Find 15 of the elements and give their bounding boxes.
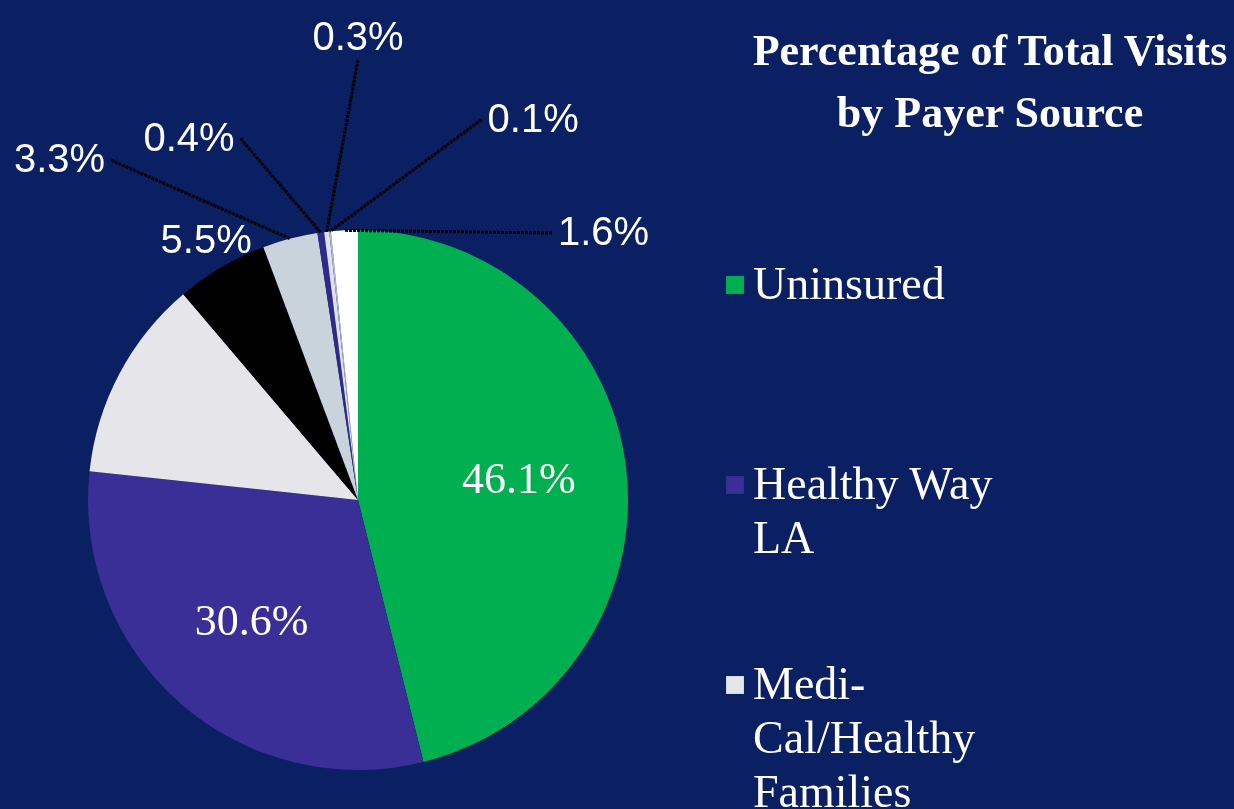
- data-label: 30.6%: [194, 596, 309, 646]
- pie-slice: [263, 233, 358, 500]
- data-label: 0.4%: [143, 114, 235, 159]
- legend-label: Medi-Cal/Healthy Families: [753, 658, 976, 809]
- data-label: 3.3%: [13, 136, 106, 181]
- pie-slice: [88, 471, 424, 770]
- text: Percentage of Total Visits by Payer Source: [752, 26, 1228, 137]
- legend-label: Uninsured: [753, 258, 945, 309]
- data-label: 46.1%: [461, 454, 576, 504]
- data-label: 0.1%: [487, 95, 579, 140]
- legend-label: Healthy Way LA: [753, 458, 993, 563]
- data-label: 5.5%: [160, 217, 252, 262]
- data-label: 1.6%: [557, 209, 650, 254]
- data-label: 0.3%: [312, 14, 404, 58]
- pie-slice: [89, 294, 358, 500]
